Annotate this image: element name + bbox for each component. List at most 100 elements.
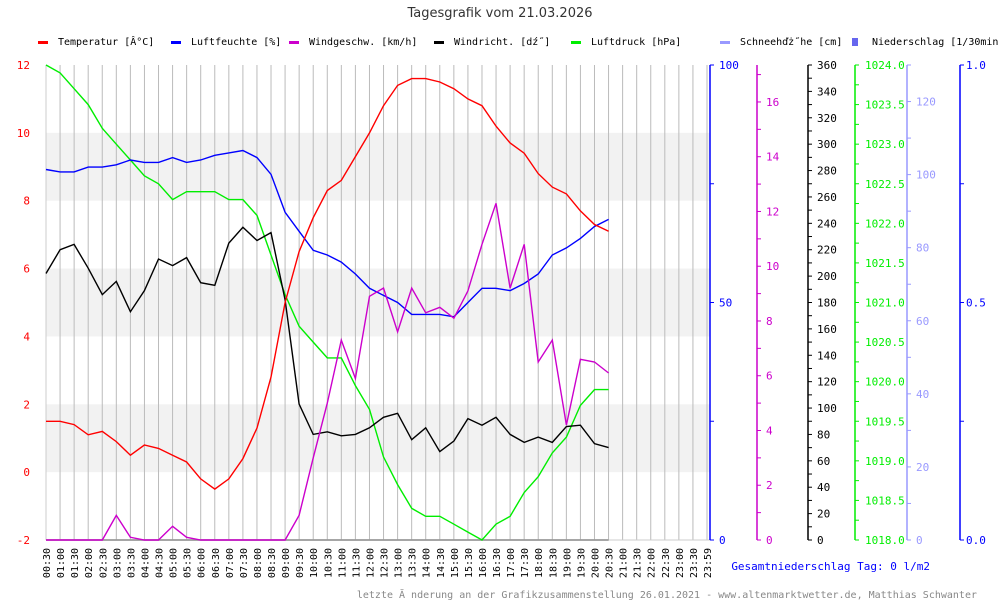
total-precipitation: Gesamtniederschlag Tag: 0 l/m2 — [731, 560, 930, 573]
x-tick-label: 20:30 — [605, 548, 616, 578]
wind-tick-label: 14 — [766, 151, 780, 164]
wind-tick-label: 8 — [766, 315, 773, 328]
x-tick-label: 08:30 — [267, 548, 278, 578]
snow-tick-label: 80 — [916, 242, 929, 255]
x-tick-label: 11:00 — [337, 548, 348, 578]
rain-tick-label: 0.0 — [966, 534, 986, 547]
axes: -202468101205010002468101214160204060801… — [17, 59, 986, 547]
legend-swatch — [720, 41, 730, 44]
press-tick-label: 1022.5 — [865, 178, 905, 191]
series-line-4 — [45, 64, 609, 541]
x-tick-label: 10:00 — [309, 548, 320, 578]
x-tick-label: 01:00 — [56, 548, 67, 578]
press-tick-label: 1020.0 — [865, 376, 905, 389]
vertical-gridlines — [45, 65, 708, 540]
x-tick-labels: 00:30 01:00 01:30 02:00 02:30 03:00 03:30 04:00… — [42, 548, 714, 578]
series-line-3 — [45, 226, 609, 453]
hum-tick-label: 50 — [719, 297, 732, 310]
snow-tick-label: 0 — [916, 534, 923, 547]
snow-tick-label: 120 — [916, 96, 936, 109]
dir-tick-label: 100 — [817, 402, 837, 415]
dir-tick-label: 200 — [817, 270, 837, 283]
x-tick-label: 15:30 — [464, 548, 475, 578]
x-tick-label: 15:00 — [450, 548, 461, 578]
wind-tick-label: 16 — [766, 96, 779, 109]
press-tick-label: 1021.5 — [865, 257, 905, 270]
background-band — [46, 268, 710, 337]
legend-label-6: Niederschlag [1/30min] — [872, 37, 1000, 48]
x-tick-label: 23:30 — [689, 548, 700, 578]
x-tick-label: 03:00 — [112, 548, 123, 578]
wind-tick-label: 10 — [766, 260, 779, 273]
dir-tick-label: 360 — [817, 59, 837, 72]
x-tick-label: 16:00 — [478, 548, 489, 578]
x-tick-label: 19:30 — [576, 548, 587, 578]
dir-tick-label: 220 — [817, 244, 837, 257]
x-tick-label: 13:30 — [408, 548, 419, 578]
x-tick-label: 02:00 — [84, 548, 95, 578]
x-tick-label: 08:00 — [253, 548, 264, 578]
x-tick-label: 05:30 — [183, 548, 194, 578]
x-tick-label: 04:00 — [140, 548, 151, 578]
dir-tick-label: 40 — [817, 481, 830, 494]
x-tick-label: 06:30 — [211, 548, 222, 578]
legend-swatch — [852, 38, 858, 46]
wind-tick-label: 6 — [766, 370, 773, 383]
wind-tick-label: 12 — [766, 205, 779, 218]
x-tick-label: 03:30 — [126, 548, 137, 578]
dir-tick-label: 60 — [817, 455, 830, 468]
x-tick-label: 14:00 — [422, 548, 433, 578]
dir-tick-label: 0 — [817, 534, 824, 547]
legend-label-4: Luftdruck [hPa] — [591, 37, 681, 48]
dir-tick-label: 120 — [817, 376, 837, 389]
x-tick-label: 10:30 — [323, 548, 334, 578]
press-tick-label: 1019.5 — [865, 415, 905, 428]
x-tick-label: 16:30 — [492, 548, 503, 578]
x-tick-label: 11:30 — [351, 548, 362, 578]
series-lines — [45, 64, 610, 541]
x-tick-label: 22:00 — [647, 548, 658, 578]
x-tick-label: 22:30 — [661, 548, 672, 578]
press-tick-label: 1022.0 — [865, 217, 905, 230]
series-line-0 — [46, 77, 609, 490]
background-bands — [46, 132, 710, 473]
wind-tick-label: 2 — [766, 479, 773, 492]
dir-tick-label: 140 — [817, 349, 837, 362]
temp-tick-label: 10 — [17, 127, 30, 140]
x-tick-label: 17:00 — [506, 548, 517, 578]
x-tick-label: 09:00 — [281, 548, 292, 578]
footer-credit: letzte Ă nderung an der Grafikzusammenst… — [357, 588, 977, 600]
x-tick-label: 17:30 — [520, 548, 531, 578]
legend-label-3: Windricht. [dź˝] — [454, 36, 550, 48]
press-tick-label: 1019.0 — [865, 455, 905, 468]
press-tick-label: 1018.5 — [865, 494, 905, 507]
legend-swatch — [171, 41, 181, 44]
temp-tick-label: 2 — [23, 398, 30, 411]
x-tick-label: 05:00 — [169, 548, 180, 578]
x-tick-label: 09:30 — [295, 548, 306, 578]
snow-tick-label: 20 — [916, 461, 929, 474]
dir-tick-label: 260 — [817, 191, 837, 204]
temp-tick-label: -2 — [17, 534, 30, 547]
hum-tick-label: 0 — [719, 534, 726, 547]
legend-label-1: Luftfeuchte [%] — [191, 37, 281, 48]
dir-tick-label: 340 — [817, 85, 837, 98]
background-band — [46, 132, 710, 201]
temp-tick-label: 4 — [23, 330, 30, 343]
x-tick-label: 02:30 — [98, 548, 109, 578]
legend-swatch — [289, 41, 299, 44]
snow-tick-label: 60 — [916, 315, 929, 328]
wind-tick-label: 4 — [766, 424, 773, 437]
dir-tick-label: 300 — [817, 138, 837, 151]
legend-label-0: Temperatur [Â°C] — [58, 35, 154, 48]
x-tick-label: 04:30 — [155, 548, 166, 578]
dir-tick-label: 80 — [817, 428, 830, 441]
press-tick-label: 1020.5 — [865, 336, 905, 349]
dir-tick-label: 180 — [817, 297, 837, 310]
x-tick-label: 20:00 — [590, 548, 601, 578]
x-tick-label: 21:00 — [619, 548, 630, 578]
x-tick-label: 18:00 — [534, 548, 545, 578]
wind-tick-label: 0 — [766, 534, 773, 547]
legend-label-5: Schneehďż˝he [cm] — [740, 36, 842, 48]
